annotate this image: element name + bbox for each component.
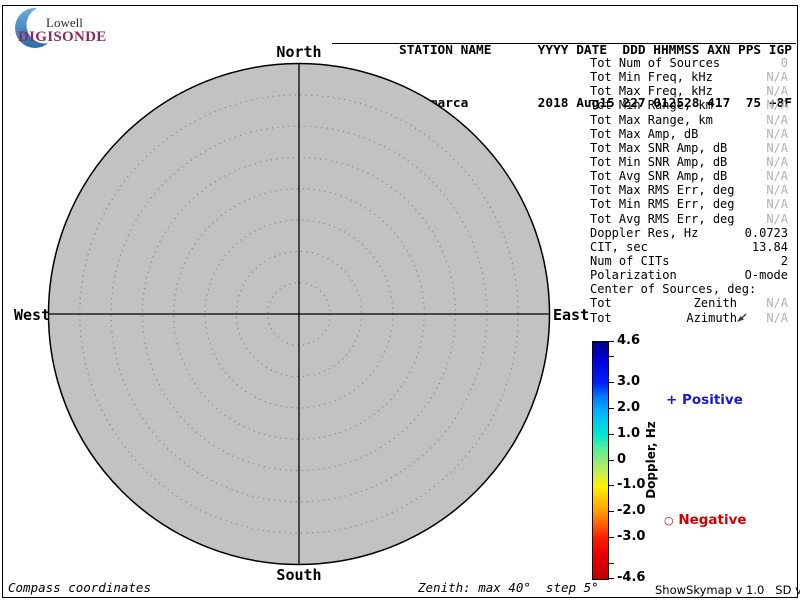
stat-label: Tot — [590, 296, 612, 311]
plus-marker-icon: + — [666, 392, 678, 408]
version-label: ShowSkymap v 1.0 SD v 4.2 — [655, 583, 800, 597]
stat-label: Tot Avg SNR Amp, dB — [590, 169, 728, 184]
stat-label: CIT, sec — [590, 239, 648, 254]
stat-row: Tot Max Amp, dB N/A — [590, 127, 788, 141]
stat-row: Tot Min RMS Err, deg N/A — [590, 197, 788, 211]
header-separator — [332, 43, 796, 44]
lowell-digisonde-logo: Lowell DIGISONDE — [14, 6, 134, 50]
colorbar-tick-label: -1.0 — [617, 477, 646, 493]
stat-label: Tot Min Range, km — [590, 98, 713, 113]
stat-label: Tot Max SNR Amp, dB — [590, 140, 728, 155]
colorbar-tick-label: 1.0 — [617, 425, 641, 441]
negative-legend-label: Negative — [678, 512, 747, 528]
stat-row: Tot Min SNR Amp, dB N/A — [590, 155, 788, 169]
stat-label: Tot — [590, 310, 612, 325]
stat-value: N/A — [766, 126, 788, 141]
skymap-plot — [47, 62, 551, 566]
stat-label: Tot Max Range, km — [590, 112, 713, 127]
coordinates-mode-label: Compass coordinates — [8, 580, 151, 595]
circle-marker-icon: ○ — [664, 514, 674, 527]
stat-label: Tot Avg RMS Err, deg — [590, 211, 735, 226]
stat-label: Polarization — [590, 268, 677, 283]
colorbar-tick-label: 0 — [617, 451, 627, 467]
stat-row: Tot Min Range, km N/A — [590, 98, 788, 112]
crescent-moon-icon — [15, 6, 64, 48]
stat-value: N/A — [766, 310, 788, 325]
positive-legend-label: Positive — [682, 392, 743, 408]
stat-value: N/A — [766, 183, 788, 198]
stat-label: Doppler Res, Hz — [590, 225, 699, 240]
stat-value: 2 — [780, 253, 788, 268]
stat-label: Tot Num of Sources — [590, 56, 721, 70]
stat-sublabel: Zenith — [693, 296, 737, 311]
compass-label-south: South — [276, 566, 322, 584]
stat-label: Num of CITs — [590, 253, 670, 268]
stat-value: 13.84 — [751, 239, 788, 254]
positive-legend: + Positive — [666, 392, 743, 408]
stat-row: Tot Avg SNR Amp, dB N/A — [590, 169, 788, 183]
stat-row: Tot Min Freq, kHz N/A — [590, 70, 788, 84]
stat-label: Tot Max Freq, kHz — [590, 84, 713, 99]
stat-row: Tot Num of Sources 0 — [590, 56, 788, 70]
stat-row: Tot Avg RMS Err, deg N/A — [590, 212, 788, 226]
stat-row: Tot Zenith N/A — [590, 296, 788, 310]
station-header-columns: STATION NAME YYYY DATE DDD HHMMSS AXN PP… — [399, 43, 792, 59]
colorbar-tick-label: -2.0 — [617, 503, 646, 519]
compass-label-west: West — [14, 306, 51, 324]
colorbar-tick-label: -4.6 — [617, 570, 646, 586]
colorbar-tick-label: 3.0 — [617, 374, 641, 390]
stat-row: Tot Azimuth N/A — [590, 311, 788, 325]
logo-digisonde-text: DIGISONDE — [18, 29, 107, 45]
station-header: STATION NAME YYYY DATE DDD HHMMSS AXN PP… — [399, 7, 792, 148]
stat-row: Center of Sources, deg: — [590, 282, 788, 296]
stat-value: N/A — [766, 154, 788, 169]
stats-panel: Tot Num of Sources 0 Tot Min Freq, kHz N/A… — [590, 56, 788, 325]
stat-row: Tot Max Range, km N/A — [590, 113, 788, 127]
colorbar-ticks: 4.6 3.0 2.0 1.0 0 -1.0 -2.0 -3.0 -4.6 — [592, 333, 652, 585]
stat-row: Tot Max Freq, kHz N/A — [590, 84, 788, 98]
colorbar-tick-label: 4.6 — [617, 333, 641, 349]
doppler-colorbar — [592, 341, 609, 580]
colorbar-tick-label: 2.0 — [617, 400, 641, 416]
stat-value: N/A — [766, 211, 788, 226]
stat-row: Doppler Res, Hz 0.0723 — [590, 226, 788, 240]
stat-sublabel: Azimuth — [686, 310, 737, 325]
mouse-cursor — [737, 313, 747, 322]
stat-row: CIT, sec 13.84 — [590, 240, 788, 254]
stat-value: N/A — [766, 84, 788, 99]
colorbar-tick-label: -3.0 — [617, 528, 646, 544]
stat-value: N/A — [766, 197, 788, 212]
stat-value: N/A — [766, 70, 788, 85]
stat-value: 0.0723 — [744, 225, 788, 240]
stat-label: Tot Max Amp, dB — [590, 126, 699, 141]
stat-row: Tot Max RMS Err, deg N/A — [590, 183, 788, 197]
stat-label: Tot Max RMS Err, deg — [590, 183, 735, 198]
negative-legend: ○ Negative — [664, 512, 747, 528]
stat-value: N/A — [766, 112, 788, 127]
stat-value: N/A — [766, 98, 788, 113]
zenith-range-label: Zenith: max 40° step 5° — [418, 580, 599, 595]
stat-value: O-mode — [744, 268, 788, 283]
stat-row: Num of CITs 2 — [590, 254, 788, 268]
logo-lowell-text: Lowell — [46, 15, 83, 30]
stat-value: N/A — [766, 296, 788, 311]
stat-label: Tot Min SNR Amp, dB — [590, 154, 728, 169]
stat-label: Center of Sources, deg: — [590, 282, 757, 297]
stat-label: Tot Min Freq, kHz — [590, 70, 713, 85]
stat-label: Tot Min RMS Err, deg — [590, 197, 735, 212]
compass-label-north: North — [276, 43, 322, 61]
stat-value: N/A — [766, 169, 788, 184]
stat-row: Tot Max SNR Amp, dB N/A — [590, 141, 788, 155]
stat-value: 0 — [780, 56, 788, 70]
stat-row: Polarization O-mode — [590, 268, 788, 282]
compass-label-east: East — [553, 306, 590, 324]
stat-value: N/A — [766, 140, 788, 155]
